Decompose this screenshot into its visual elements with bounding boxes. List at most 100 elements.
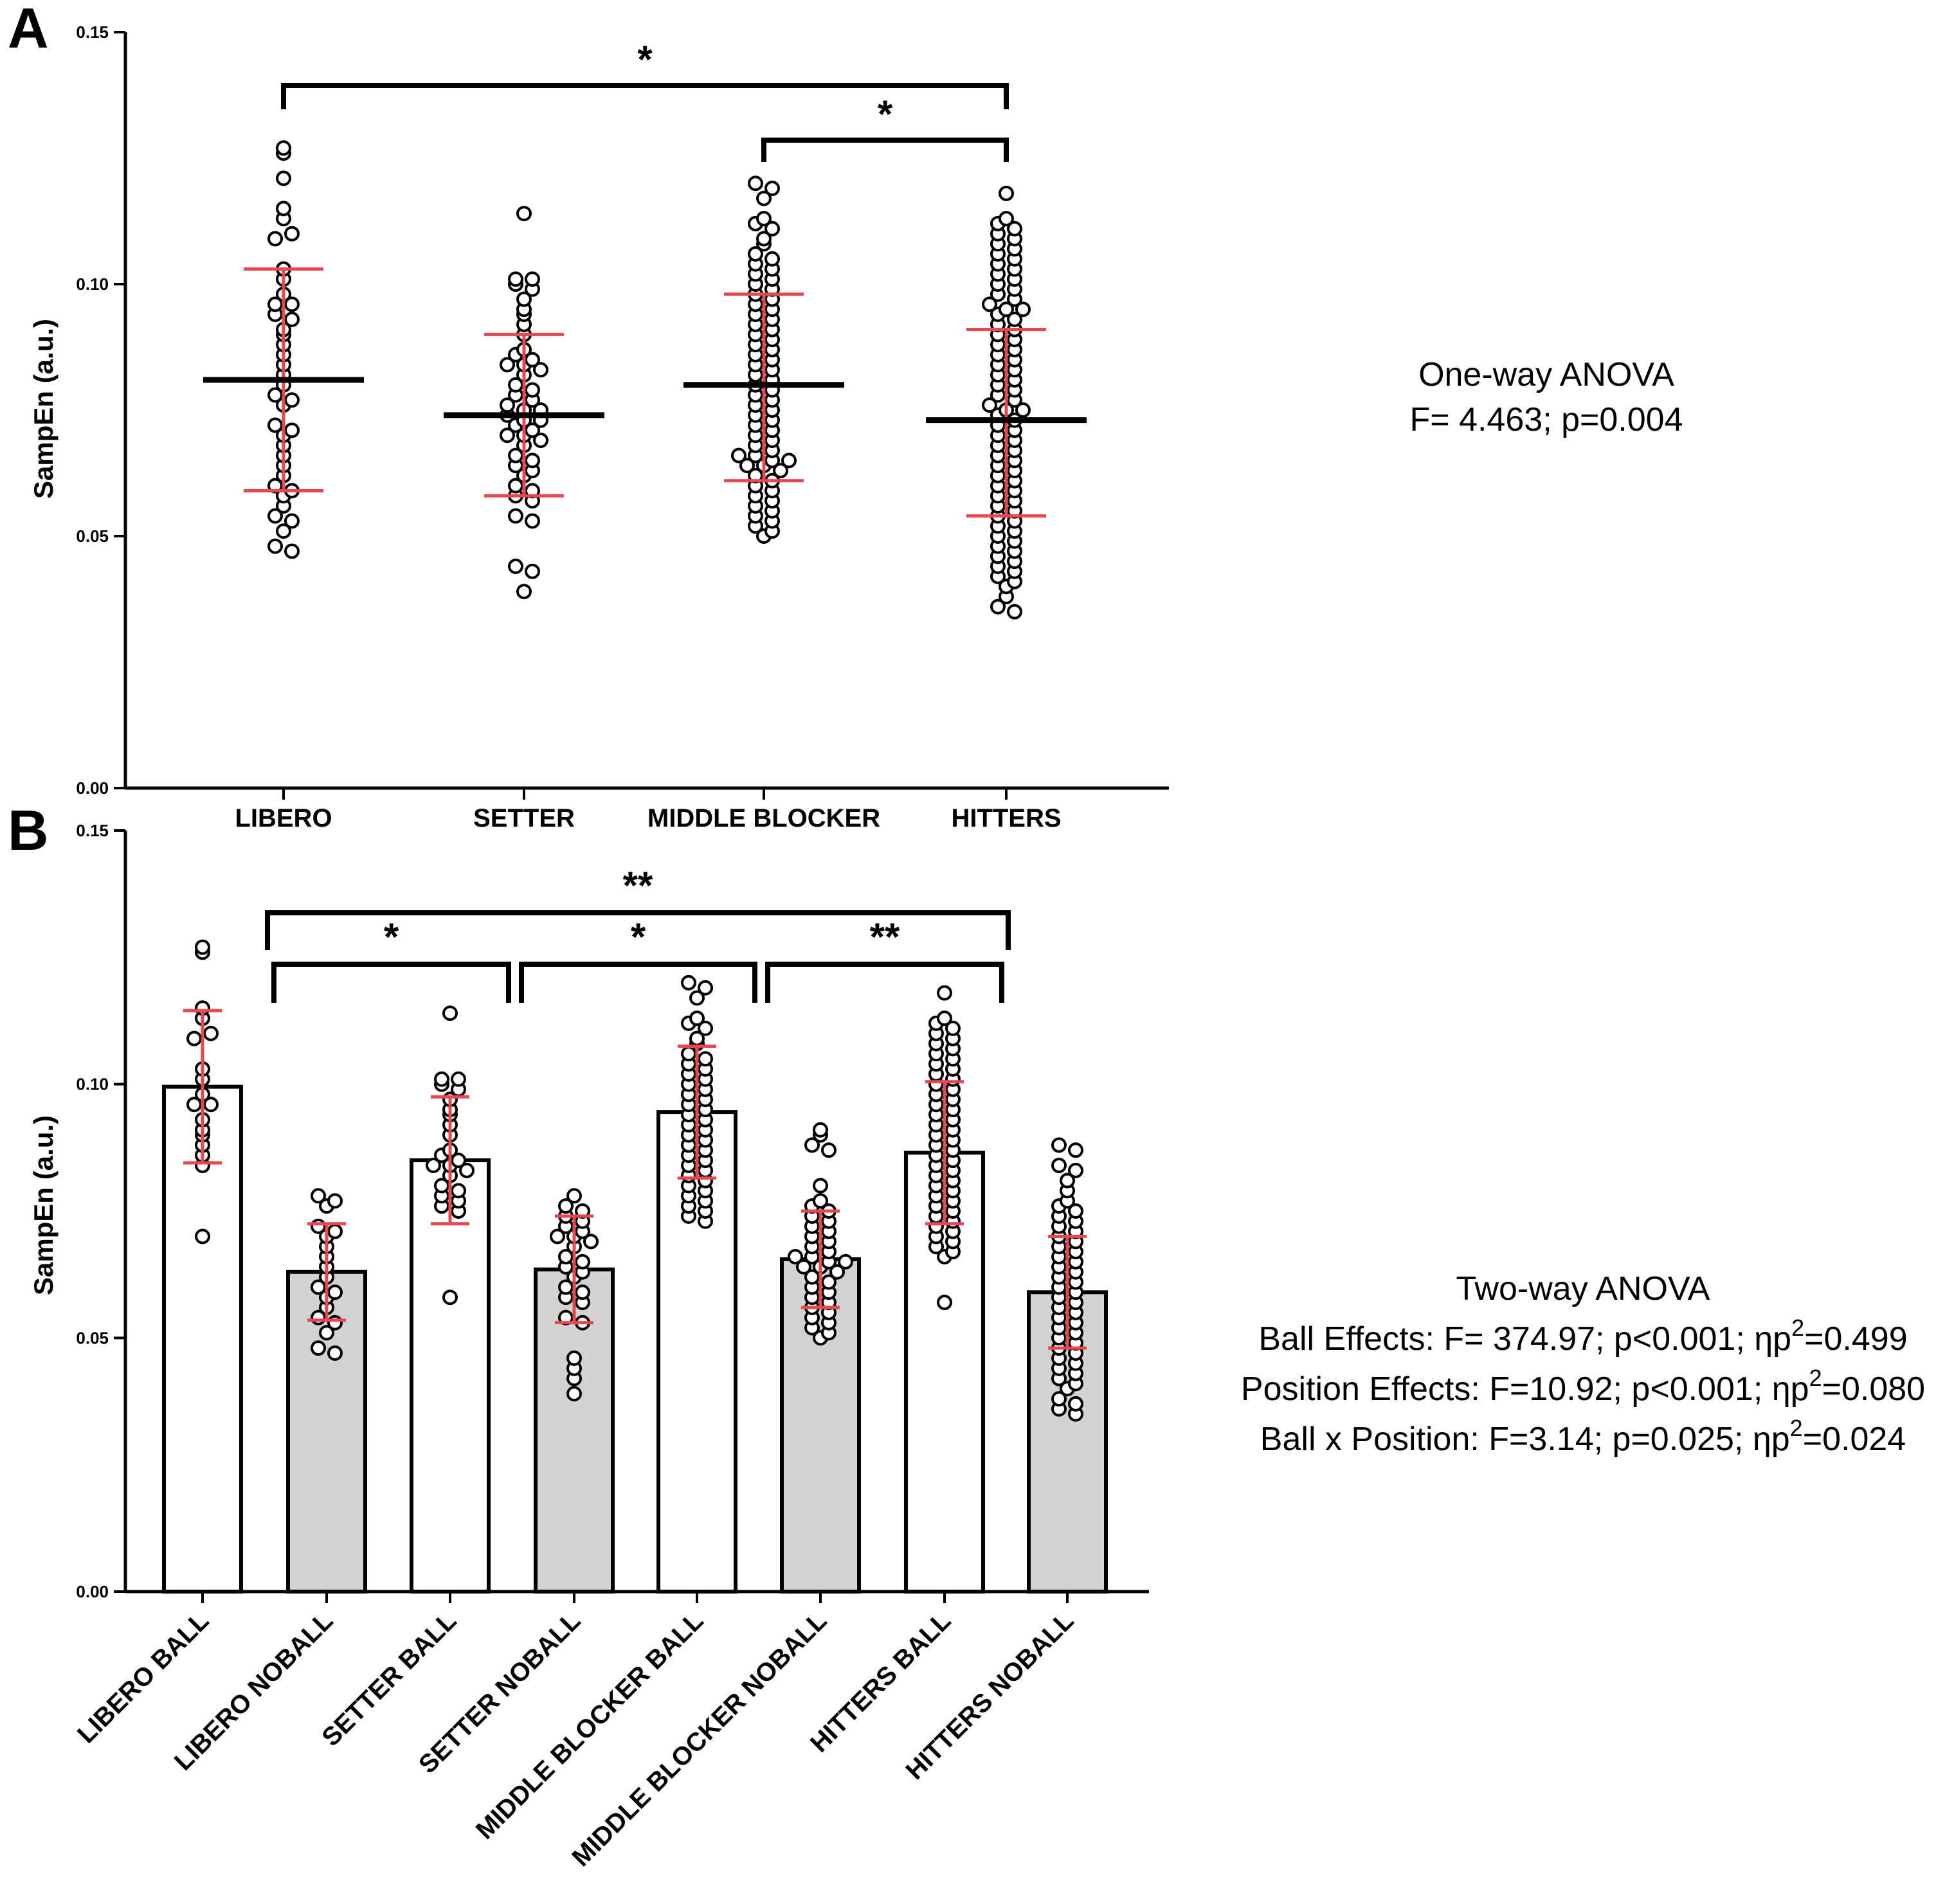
panel-b-point-libero-noball-17 [311, 1188, 326, 1204]
panel-a-point-libero-37 [276, 170, 291, 186]
panel-a-point-middle-blocker-16 [731, 447, 746, 463]
panel-b-point-libero-noball-15 [327, 1223, 343, 1239]
panel-b-stats-interaction: Ball x Position: F=3.14; p=0.025; ηp2=0.… [1260, 1415, 1906, 1458]
panel-b-point-setter-noball-18 [583, 1234, 599, 1250]
panel-a-point-setter-0 [516, 584, 532, 600]
panel-a-point-hitters-58 [1007, 311, 1022, 327]
panel-a-point-setter-45 [525, 271, 540, 287]
panel-b-stats-ball: Ball Effects: F= 374.97; p<0.001; ηp2=0.… [1258, 1315, 1907, 1358]
panel-b-stats-title: Two-way ANOVA [1456, 1270, 1710, 1307]
panel-a-point-libero-27 [284, 311, 300, 327]
panel-a-sig-bracket-1 [761, 138, 1009, 162]
panel-a-point-hitters-60 [999, 301, 1014, 318]
panel-a-ylabel: SampEn (a.u.) [28, 319, 59, 499]
panel-b-point-hitters-ball-0 [937, 1295, 952, 1311]
panel-b-point-setter-ball-8 [426, 1158, 441, 1173]
panel-b-letter: B [8, 798, 49, 862]
panel-b-point-libero-ball-0 [195, 1228, 210, 1244]
panel-b-point-middle-blocker-noball-15 [829, 1264, 845, 1280]
panel-a-point-hitters-79 [999, 185, 1014, 201]
panel-a-point-setter-7 [508, 478, 523, 494]
panel-b-sig-bracket-1 [519, 962, 757, 1003]
panel-b-point-setter-ball-21 [434, 1071, 449, 1087]
panel-b-point-setter-noball-25 [566, 1188, 582, 1204]
panel-a-point-libero-28 [267, 296, 283, 312]
panel-b-point-setter-ball-12 [451, 1153, 466, 1169]
panel-a-point-libero-29 [284, 296, 300, 312]
panel-b-ytick-label-0.10: 0.10 [76, 1075, 109, 1094]
panel-b-point-middle-blocker-ball-33 [698, 1051, 713, 1067]
panel-b-point-libero-ball-17 [195, 939, 210, 955]
panel-a-point-libero-36 [276, 201, 291, 217]
panel-a-sig-label-1: * [878, 93, 893, 136]
panel-a-point-hitters-78 [999, 211, 1014, 227]
panel-b-sig-bracket-0 [271, 962, 511, 1003]
panel-b-ylabel: SampEn (a.u.) [28, 1115, 59, 1295]
panel-a-point-setter-31 [500, 357, 515, 373]
panel-a-ytick-label-0.05: 0.05 [76, 526, 109, 546]
panel-a-point-hitters-77 [1007, 220, 1022, 237]
panel-b-sig-label-0: * [384, 915, 399, 958]
panel-b-point-middle-blocker-noball-32 [804, 1137, 820, 1153]
panel-a-point-middle-blocker-63 [764, 220, 780, 237]
panel-b-point-middle-blocker-noball-33 [821, 1142, 837, 1158]
panel-a-point-setter-46 [516, 206, 532, 222]
panel-a-point-setter-19 [525, 422, 540, 438]
panel-b-point-middle-blocker-noball-19 [838, 1253, 853, 1270]
panel-a-point-libero-17 [267, 387, 283, 403]
panel-a-xtick-label-hitters: HITTERS [951, 804, 1061, 832]
panel-b-point-libero-ball-8 [203, 1097, 219, 1113]
panel-b-point-hitters-noball-45 [1068, 1162, 1083, 1178]
panel-a-point-hitters-1 [1007, 604, 1022, 620]
panel-a-point-middle-blocker-13 [739, 458, 755, 474]
panel-a-point-libero-14 [267, 417, 283, 433]
panel-a-point-middle-blocker-19 [781, 453, 797, 469]
panel-b-ytick-label-0.00: 0.00 [76, 1582, 109, 1601]
panel-b-point-hitters-noball-2 [1051, 1391, 1067, 1407]
panel-a-point-middle-blocker-61 [756, 231, 772, 247]
panel-b-point-libero-ball-7 [186, 1097, 202, 1113]
panel-b-point-setter-ball-0 [442, 1289, 458, 1306]
panel-b-point-libero-noball-4 [327, 1315, 343, 1331]
panel-a-point-setter-1 [508, 559, 523, 574]
panel-b-point-setter-ball-22 [451, 1071, 466, 1087]
panel-b-point-libero-noball-0 [311, 1340, 326, 1356]
panel-a-point-setter-2 [525, 563, 540, 579]
panel-a-point-middle-blocker-67 [764, 181, 780, 196]
panel-b-point-setter-noball-8 [558, 1279, 574, 1295]
panel-b-point-setter-noball-9 [575, 1284, 590, 1300]
panel-b-point-hitters-ball-48 [937, 1010, 952, 1027]
panel-b-sig-bracket-3 [265, 910, 1011, 950]
panel-b-point-setter-noball-23 [558, 1198, 574, 1214]
panel-a-ytick-label-0.10: 0.10 [76, 274, 109, 294]
panel-a-point-libero-2 [276, 523, 291, 539]
panel-b-point-libero-ball-12 [186, 1030, 202, 1046]
panel-b-sig-label-3: ** [623, 864, 653, 907]
panel-a-point-libero-18 [284, 392, 300, 408]
panel-a-point-hitters-61 [1015, 301, 1031, 318]
panel-a-point-middle-blocker-59 [764, 251, 780, 267]
panel-b-point-setter-noball-14 [575, 1253, 590, 1270]
panel-b-point-middle-blocker-noball-12 [821, 1274, 837, 1290]
panel-a-point-libero-1 [284, 543, 300, 559]
panel-a-point-middle-blocker-66 [748, 175, 763, 192]
panel-b-point-hitters-noball-47 [1068, 1142, 1083, 1158]
panel-a-point-setter-13 [525, 453, 540, 469]
panel-a-point-setter-17 [533, 433, 548, 448]
panel-a-point-middle-blocker-65 [756, 190, 772, 206]
panel-a-point-setter-15 [500, 427, 515, 444]
panel-a-point-middle-blocker-64 [756, 211, 772, 227]
panel-a-stats-values: F= 4.463; p=0.004 [1409, 401, 1683, 438]
panel-b-point-middle-blocker-ball-38 [689, 1010, 705, 1027]
panel-a-plot: 0.00 0.05 0.10 0.15 LIBERO SETTER MIDDLE BLOCK… [76, 22, 1169, 832]
panel-a-point-hitters-40 [1015, 402, 1031, 418]
panel-a-point-middle-blocker-58 [748, 246, 763, 262]
panel-b-sig-label-1: * [631, 915, 646, 958]
panel-b-sig-bracket-2 [765, 962, 1004, 1003]
panel-a-ytick-label-0.15: 0.15 [76, 22, 109, 42]
panel-a-point-libero-39 [276, 140, 291, 156]
panel-a-point-setter-23 [500, 397, 515, 413]
panel-a-point-libero-15 [284, 422, 300, 438]
panel-b-bar-middle-blocker-ball [656, 1110, 737, 1594]
